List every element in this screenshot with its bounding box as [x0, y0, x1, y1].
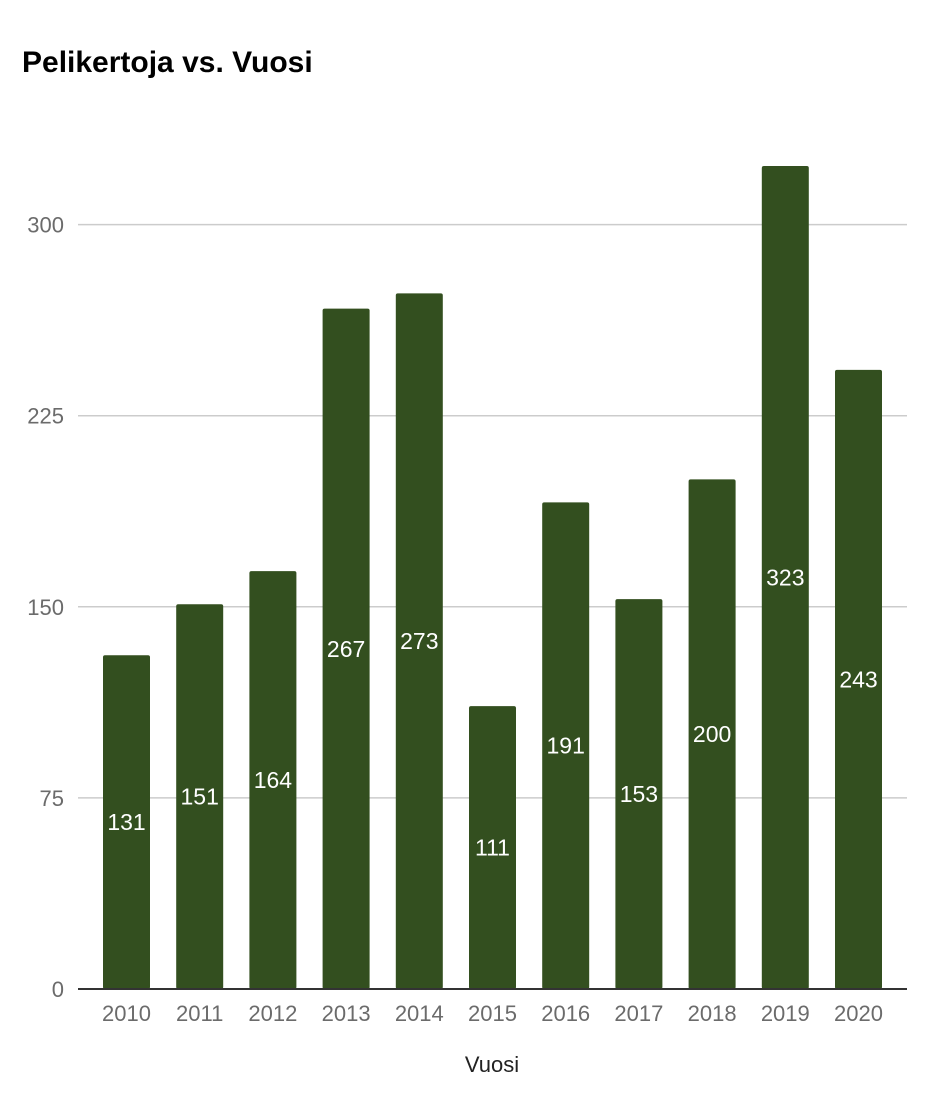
bar-2014	[395, 293, 443, 989]
x-axis-ticks: 2010 2011 2012 2013 2014 2015 2016 2017 2018 2019…	[102, 1001, 883, 1026]
x-tick-label: 2017	[614, 1001, 663, 1026]
data-label: 243	[839, 666, 877, 692]
x-tick-label: 2015	[468, 1001, 517, 1026]
y-tick-label: 75	[40, 786, 64, 811]
data-label: 111	[475, 835, 510, 861]
x-tick-label: 2012	[248, 1001, 297, 1026]
chart-title: Pelikertoja vs. Vuosi	[22, 46, 313, 79]
x-tick-label: 2010	[102, 1001, 151, 1026]
x-tick-label: 2013	[322, 1001, 371, 1026]
bar-2011	[176, 604, 224, 989]
bar-2013	[322, 308, 370, 990]
x-axis-title: Vuosi	[465, 1052, 519, 1077]
bar-2017	[615, 599, 663, 989]
data-label: 164	[254, 767, 293, 793]
data-label: 153	[620, 781, 658, 807]
bar-2015	[469, 706, 516, 989]
data-label: 267	[327, 636, 365, 662]
data-label: 200	[693, 721, 731, 747]
bar-2012	[249, 571, 297, 989]
y-axis-ticks: 0 75 150 225 300	[27, 213, 64, 1002]
data-label: 323	[766, 564, 804, 590]
x-tick-label: 2011	[176, 1001, 223, 1026]
y-tick-label: 0	[52, 977, 64, 1002]
data-labels: 131 151 164 267 273 111 191 153 200 323 243	[107, 564, 877, 860]
bar-2016	[542, 502, 590, 989]
x-tick-label: 2016	[541, 1001, 590, 1026]
y-tick-label: 300	[27, 213, 64, 238]
y-tick-label: 150	[27, 595, 64, 620]
data-label: 273	[400, 628, 438, 654]
bar-2018	[688, 479, 736, 989]
bar-2019	[761, 165, 809, 990]
data-label: 131	[107, 809, 145, 835]
bars	[103, 165, 882, 990]
y-tick-label: 225	[27, 404, 64, 429]
x-tick-label: 2014	[395, 1001, 444, 1026]
x-tick-label: 2020	[834, 1001, 883, 1026]
bar-2020	[835, 369, 882, 989]
x-tick-label: 2018	[688, 1001, 737, 1026]
data-label: 151	[181, 784, 219, 810]
data-label: 191	[547, 733, 585, 759]
x-tick-label: 2019	[761, 1001, 810, 1026]
bar-2010	[103, 655, 150, 989]
